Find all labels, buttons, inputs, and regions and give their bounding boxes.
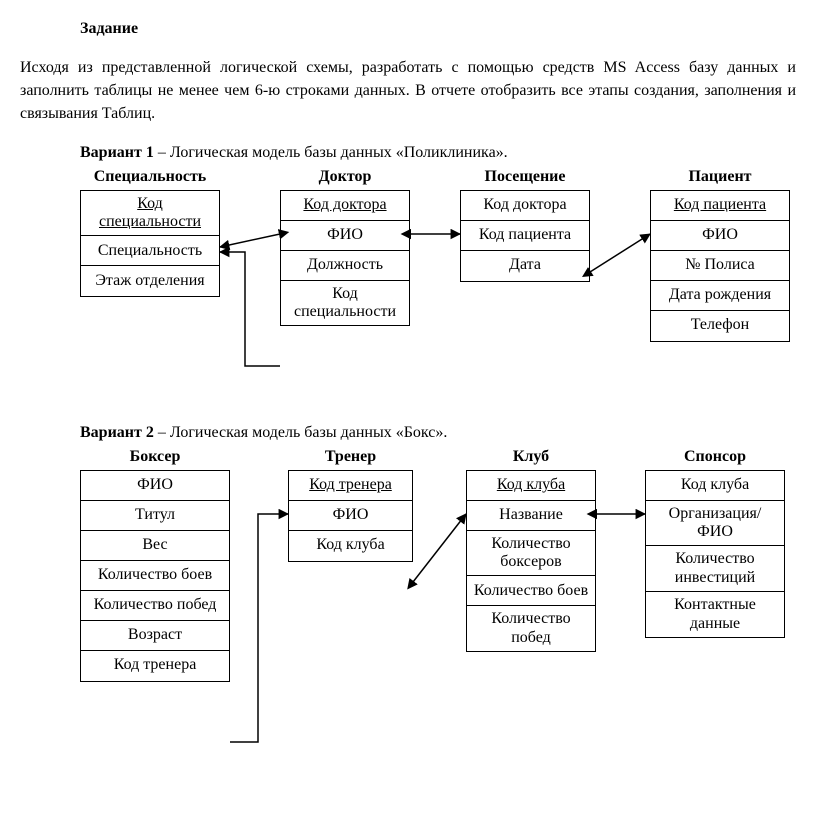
variant1-title: Вариант 1 – Логическая модель базы данны… [80,144,796,162]
intro-text: Исходя из представленной логической схем… [20,56,796,126]
entity-cell: Телефон [651,311,789,341]
entity-table-klub: Код клубаНазваниеКоличество боксеровКоли… [466,470,596,653]
entity-sponsor: Спонсор Код клубаОрганизация/ ФИОКоличест… [645,448,785,638]
variant2-diagram: БоксерФИОТитулВесКоличество боевКоличест… [20,448,800,758]
pk-field: Код тренера [309,476,392,494]
variant1-bold: Вариант 1 [80,144,154,161]
variant2-title: Вариант 2 – Логическая модель базы данны… [80,424,796,442]
entity-cell: ФИО [651,221,789,251]
entity-name-trener: Тренер [288,448,413,466]
entity-cell: Код специальности [281,281,409,326]
relationship-line [413,514,466,582]
entity-cell: ФИО [81,471,229,501]
entity-cell: Должность [281,251,409,281]
entity-cell: Количество боксеров [467,531,595,577]
entity-cell: Контактные данные [646,592,784,637]
entity-cell: Титул [81,501,229,531]
variant2-rest: – Логическая модель базы данных «Бокс». [154,424,448,441]
relationship-line [590,234,650,272]
entity-cell: Название [467,501,595,531]
pk-field: Код доктора [303,196,386,214]
entity-name-pacient: Пациент [650,168,790,186]
entity-cell: Организация/ ФИО [646,501,784,547]
entity-table-bokser: ФИОТитулВесКоличество боевКоличество поб… [80,470,230,682]
pk-field: Код клуба [497,476,565,494]
entity-cell: Код клуба [289,531,412,561]
entity-poseshenie: Посещение Код доктораКод пациентаДата [460,168,590,282]
entity-cell: Возраст [81,621,229,651]
entity-table-poseshenie: Код доктораКод пациентаДата [460,190,590,282]
entity-doktor: Доктор Код доктора ФИОДолжностьКод специал… [280,168,410,327]
entity-name-specialnost: Специальность [80,168,220,186]
entity-table-doktor: Код доктора ФИОДолжностьКод специальности [280,190,410,327]
entity-cell: Код клуба [467,471,595,501]
entity-name-sponsor: Спонсор [645,448,785,466]
entity-trener: Тренер Код тренера ФИОКод клуба [288,448,413,562]
entity-cell: Код пациента [651,191,789,221]
entity-cell: ФИО [281,221,409,251]
entity-cell: Специальность [81,236,219,266]
relationship-line [220,252,280,366]
entity-table-pacient: Код пациента ФИО№ ПолисаДата рожденияТеле… [650,190,790,342]
variant2-bold: Вариант 2 [80,424,154,441]
variant1-diagram: Специальность Код специальности Специально… [20,168,800,404]
pk-field: Код специальности [87,195,213,232]
entity-cell: Этаж отделения [81,266,219,296]
relationship-line [230,514,288,742]
entity-table-trener: Код тренера ФИОКод клуба [288,470,413,562]
entity-bokser: Боксер ФИОТитулВесКоличество боевКоличест… [80,448,230,682]
entity-table-sponsor: Код клубаОрганизация/ ФИОКоличество инве… [645,470,785,638]
entity-cell: Количество боев [81,561,229,591]
entity-cell: Дата [461,251,589,281]
variant1-rest: – Логическая модель базы данных «Поликли… [154,144,508,161]
page-heading: Задание [80,20,796,38]
entity-specialnost: Специальность Код специальности Специально… [80,168,220,298]
entity-name-klub: Клуб [466,448,596,466]
entity-cell: Код тренера [289,471,412,501]
entity-name-poseshenie: Посещение [460,168,590,186]
relationship-line [220,234,280,247]
entity-pacient: Пациент Код пациента ФИО№ ПолисаДата рожде… [650,168,790,342]
entity-cell: Вес [81,531,229,561]
entity-cell: Дата рождения [651,281,789,311]
entity-cell: Количество боев [467,576,595,606]
entity-table-specialnost: Код специальности СпециальностьЭтаж отдел… [80,190,220,298]
entity-cell: Количество побед [81,591,229,621]
entity-cell: Количество инвестиций [646,546,784,592]
entity-cell: № Полиса [651,251,789,281]
entity-name-doktor: Доктор [280,168,410,186]
entity-cell: Код специальности [81,191,219,237]
entity-cell: Код пациента [461,221,589,251]
entity-cell: Код доктора [461,191,589,221]
entity-klub: Клуб Код клуба НазваниеКоличество боксеров… [466,448,596,653]
pk-field: Код пациента [674,196,766,214]
entity-cell: ФИО [289,501,412,531]
entity-cell: Код тренера [81,651,229,681]
entity-name-bokser: Боксер [80,448,230,466]
entity-cell: Код клуба [646,471,784,501]
entity-cell: Код доктора [281,191,409,221]
entity-cell: Количество побед [467,606,595,651]
